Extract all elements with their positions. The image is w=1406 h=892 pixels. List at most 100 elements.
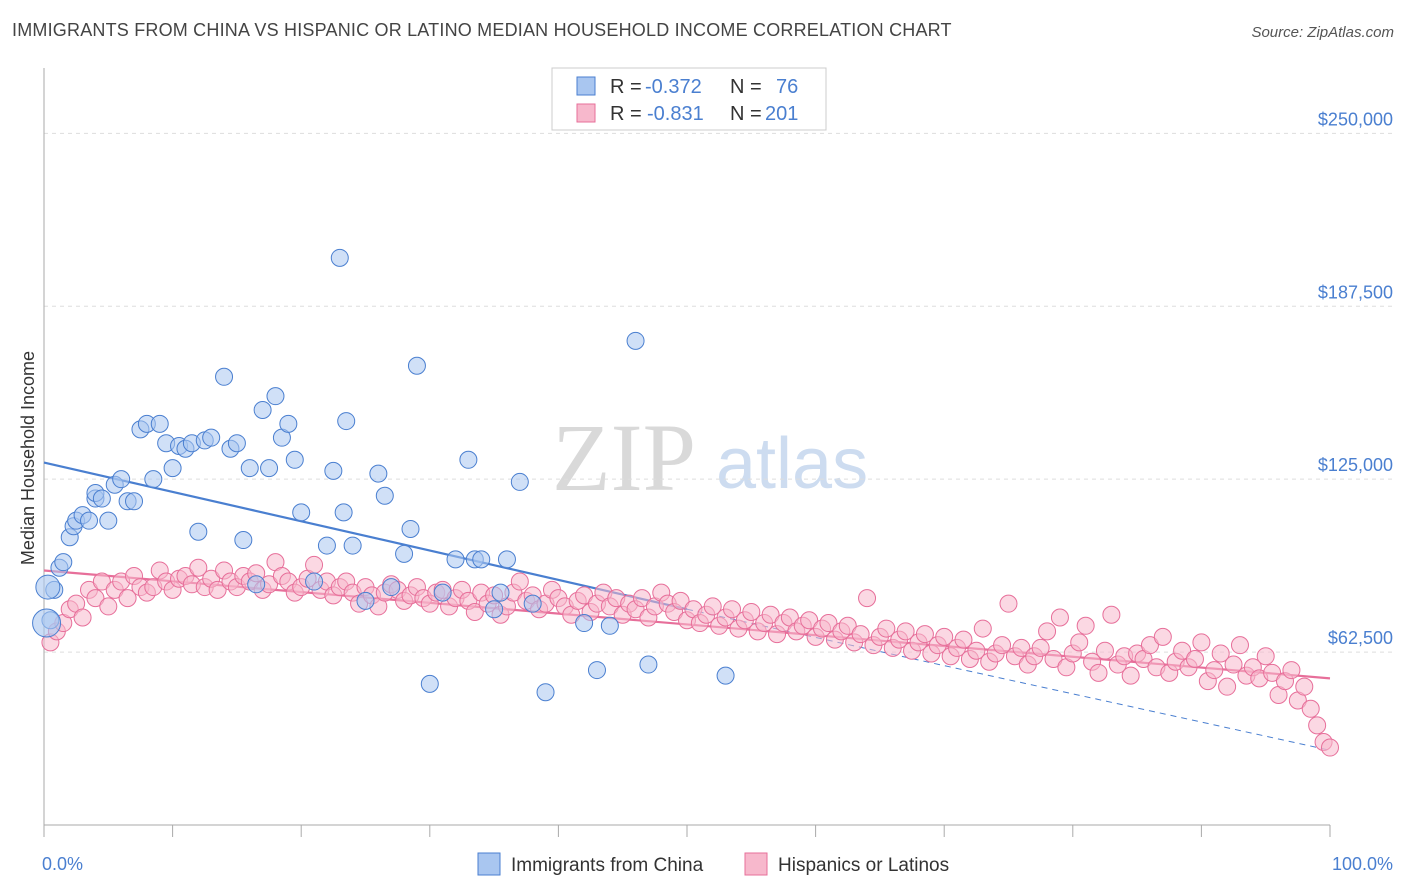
data-point [877, 619, 896, 638]
data-point [1263, 663, 1282, 682]
data-point [1256, 647, 1275, 666]
data-point [32, 608, 62, 638]
data-point [1102, 605, 1121, 624]
data-point [253, 401, 272, 419]
data-point [999, 594, 1018, 613]
x-label-right: 100.0% [1332, 854, 1393, 874]
data-point [92, 489, 111, 508]
data-point [247, 575, 266, 594]
data-point [973, 619, 992, 638]
data-point [575, 614, 594, 633]
data-point [266, 387, 285, 406]
series-china-points [32, 248, 735, 702]
data-point [497, 550, 516, 569]
data-point [703, 597, 722, 616]
data-point [1211, 644, 1230, 663]
data-point [375, 486, 394, 505]
y-tick-label: $187,500 [1318, 282, 1393, 302]
data-point [189, 558, 208, 577]
x-label-left: 0.0% [42, 854, 83, 874]
data-point [305, 555, 324, 574]
data-point [1038, 622, 1057, 641]
data-point [208, 580, 227, 599]
series-legend: Immigrants from China Hispanics or Latin… [477, 852, 949, 876]
data-point [1076, 616, 1095, 635]
data-point [92, 572, 111, 591]
data-point [639, 655, 658, 674]
bottom-legend-swatch-blue [477, 852, 501, 876]
data-point [292, 503, 311, 522]
axes [43, 68, 1331, 837]
bottom-legend-label-china: Immigrants from China [511, 855, 704, 876]
data-point [1185, 650, 1204, 668]
data-point [86, 589, 105, 608]
legend-n-value-1: 76 [776, 76, 798, 98]
data-point [1218, 677, 1237, 696]
data-point [587, 661, 606, 680]
data-point [510, 572, 529, 591]
legend-r-label-2: R = [610, 103, 642, 125]
data-point [54, 553, 73, 572]
watermark-zip: ZIP [552, 404, 696, 511]
data-point [234, 531, 253, 550]
data-point [112, 470, 131, 489]
legend-n-label-1: N = [730, 76, 762, 98]
data-point [1230, 636, 1249, 655]
data-point [1089, 663, 1108, 682]
data-point [80, 511, 99, 530]
data-point [716, 666, 735, 685]
data-point [723, 600, 742, 619]
y-tick-labels: $250,000 $187,500 $125,000 $62,500 [1318, 109, 1393, 648]
data-point [324, 461, 343, 480]
data-point [189, 522, 208, 541]
data-point [485, 600, 504, 619]
data-point [240, 459, 259, 478]
data-point [626, 331, 645, 350]
data-point [163, 459, 182, 478]
data-point [761, 605, 780, 624]
data-point [742, 602, 761, 621]
data-point [1224, 655, 1243, 674]
correlation-legend: R = -0.372 N = 76 R = -0.831 N = 201 [551, 67, 827, 131]
data-point [1301, 699, 1320, 718]
data-point [536, 683, 555, 702]
bottom-legend-swatch-pink [744, 852, 768, 876]
series-hispanics-points [41, 553, 1339, 757]
data-point [395, 544, 414, 563]
data-point [99, 511, 118, 530]
data-point [954, 630, 973, 649]
data-point [407, 356, 426, 375]
data-point [1012, 638, 1031, 657]
data-point [125, 492, 144, 511]
data-point [330, 248, 349, 267]
legend-swatch-blue [576, 76, 596, 96]
legend-r-value-2: -0.831 [647, 103, 704, 125]
data-point [600, 616, 619, 635]
data-point [279, 414, 298, 433]
bottom-legend-label-hispanic: Hispanics or Latinos [778, 855, 949, 876]
data-point [202, 428, 221, 447]
data-point [838, 616, 857, 635]
data-point [491, 583, 510, 602]
legend-r-value-1: -0.372 [645, 76, 702, 98]
y-axis-title: Median Household Income [18, 351, 38, 565]
data-point [1205, 661, 1224, 680]
data-point [472, 550, 491, 569]
data-point [1173, 641, 1192, 660]
data-point [1308, 716, 1327, 735]
legend-swatch-pink [576, 103, 596, 123]
legend-r-label-1: R = [610, 76, 642, 98]
data-point [465, 602, 484, 621]
data-point [935, 627, 954, 646]
source-label: Source: ZipAtlas.com [1251, 24, 1394, 41]
data-point [800, 611, 819, 630]
data-point [356, 591, 375, 610]
y-tick-label: $62,500 [1328, 628, 1393, 648]
data-point [382, 578, 401, 597]
data-point [632, 589, 651, 608]
watermark-atlas: atlas [716, 424, 868, 504]
data-point [858, 589, 877, 608]
data-point [334, 503, 353, 522]
data-point [215, 367, 234, 386]
data-point [510, 472, 529, 491]
